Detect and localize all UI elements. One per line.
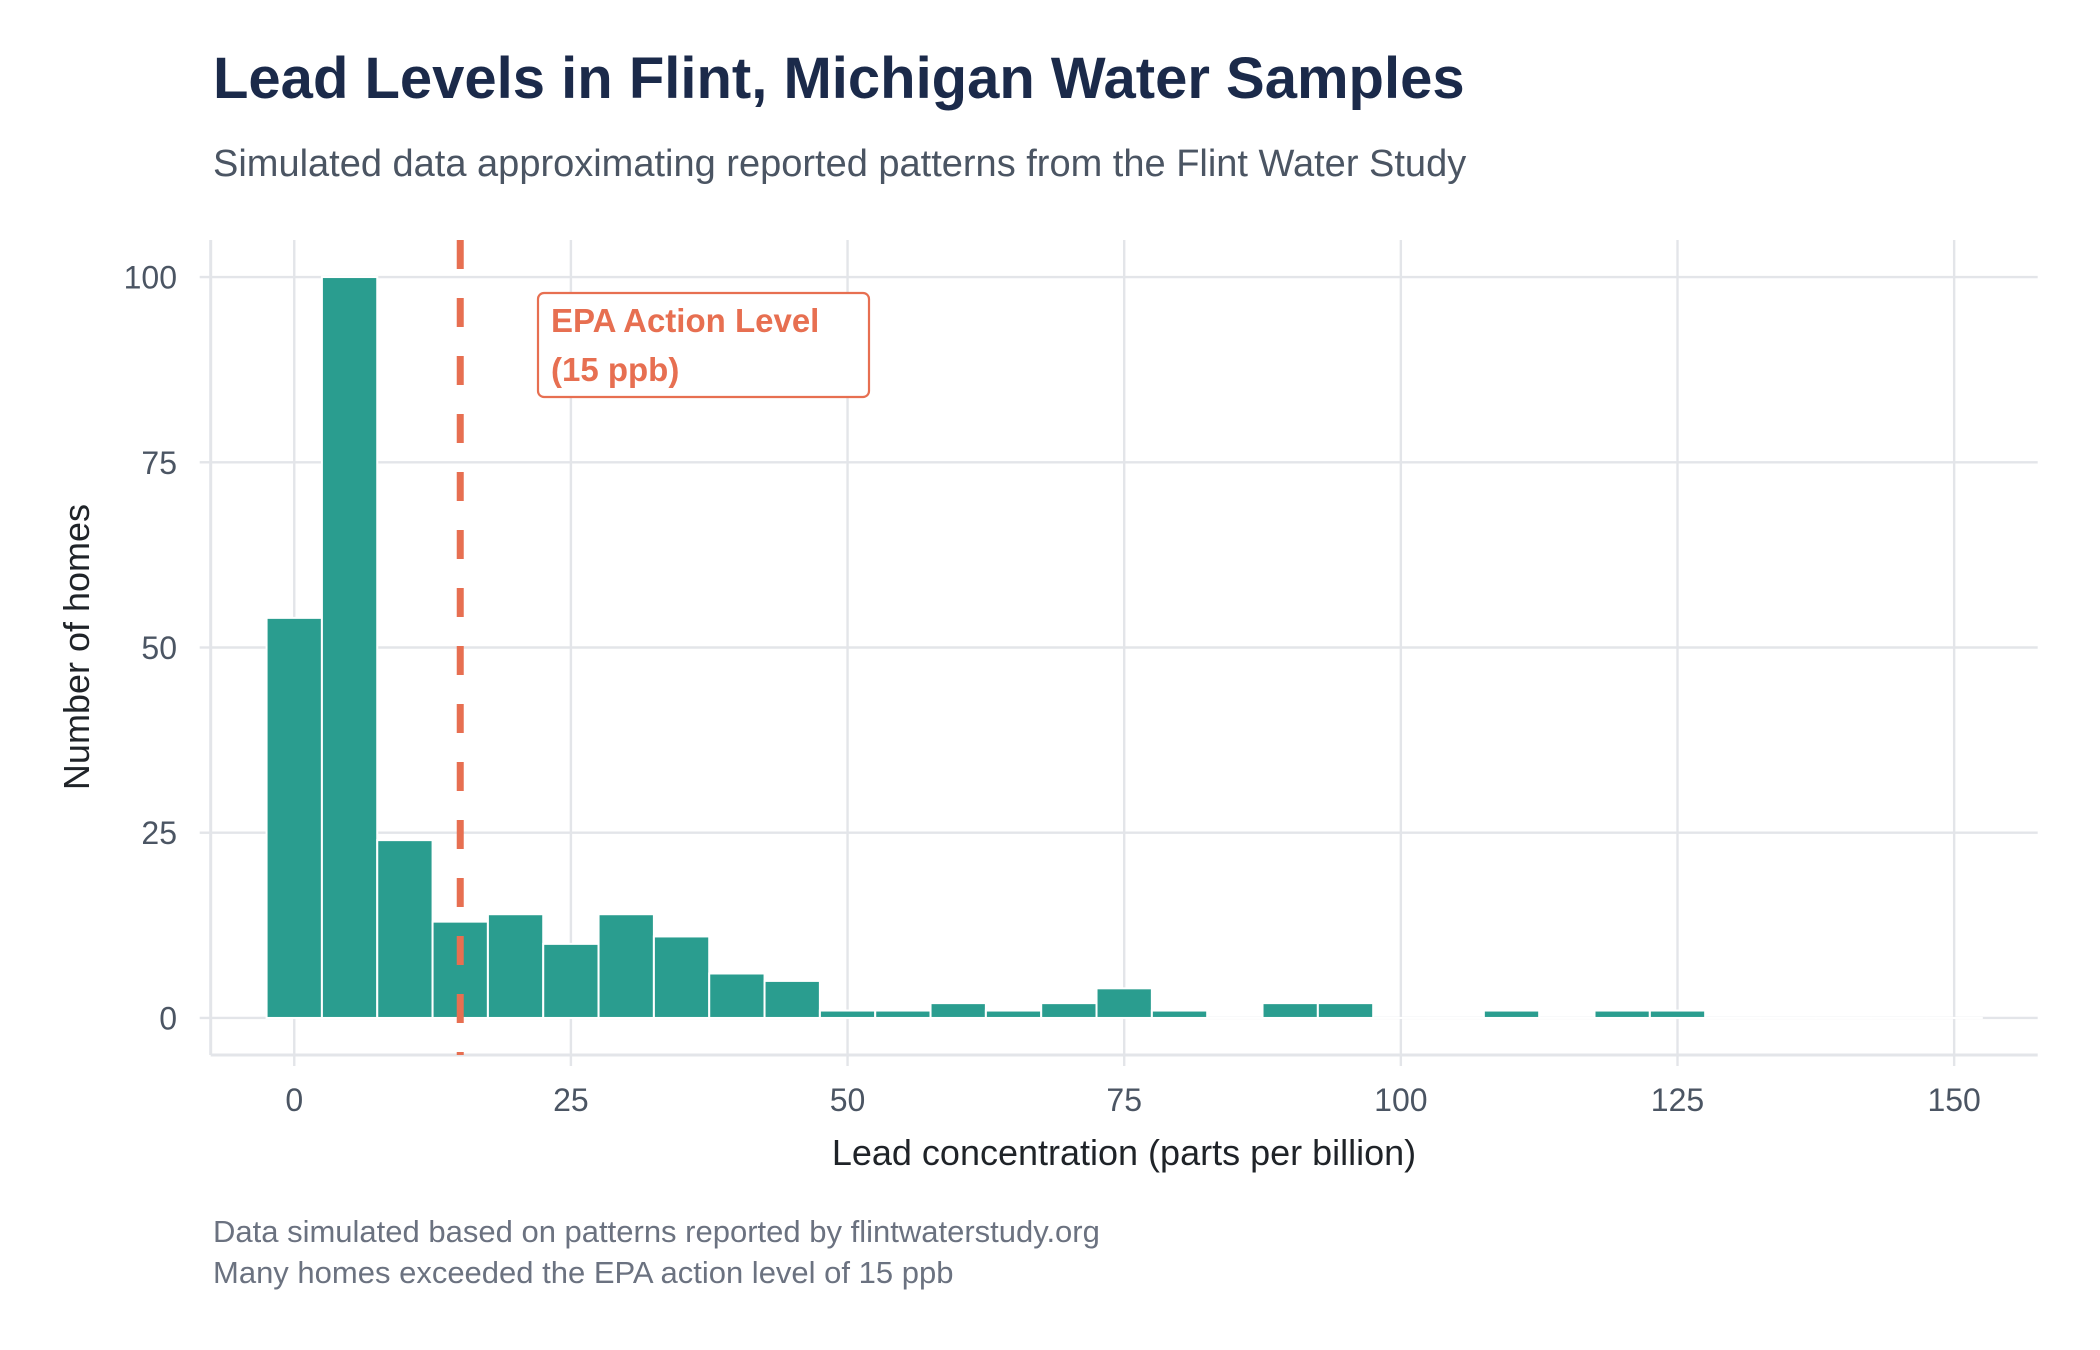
histogram-bar xyxy=(597,913,655,1019)
histogram-bar xyxy=(708,972,766,1019)
histogram-bar xyxy=(763,979,821,1019)
tick-labels: 0 25 50 75 100 125 150 0 25 50 75 100 xyxy=(124,260,1981,1118)
epa-annotation: EPA Action Level (15 ppb) xyxy=(536,291,871,399)
histogram-bar xyxy=(1593,1009,1651,1019)
y-tick-label: 50 xyxy=(141,630,177,666)
y-tick-label: 75 xyxy=(141,445,177,481)
annotation-line-2: (15 ppb) xyxy=(551,351,679,388)
histogram-bar xyxy=(1482,1009,1541,1019)
histogram-bar xyxy=(542,942,600,1019)
histogram-bar xyxy=(376,839,434,1019)
x-tick-label: 100 xyxy=(1374,1082,1427,1118)
histogram-bar xyxy=(1150,1009,1209,1019)
histogram-bar xyxy=(1261,1002,1319,1019)
histogram-bars xyxy=(265,276,1983,1019)
histogram-bar xyxy=(874,1009,932,1019)
y-axis-title: Number of homes xyxy=(56,504,97,790)
histogram-bar xyxy=(929,1002,987,1019)
x-tick-label: 75 xyxy=(1106,1082,1142,1118)
histogram-bar xyxy=(486,913,545,1019)
y-tick-label: 100 xyxy=(124,260,177,296)
caption-line-1: Data simulated based on patterns reporte… xyxy=(213,1214,1100,1249)
histogram-bar xyxy=(320,276,379,1019)
histogram-bar xyxy=(652,935,711,1019)
x-tick-label: 25 xyxy=(553,1082,589,1118)
x-tick-label: 0 xyxy=(285,1082,303,1118)
histogram-bar xyxy=(1040,1002,1098,1019)
axes xyxy=(199,240,2038,1066)
histogram-bar xyxy=(265,616,323,1019)
x-tick-label: 125 xyxy=(1651,1082,1704,1118)
histogram-bar xyxy=(818,1009,877,1019)
annotation-line-1: EPA Action Level xyxy=(551,302,819,339)
chart-subtitle: Simulated data approximating reported pa… xyxy=(213,143,1467,185)
caption-line-2: Many homes exceeded the EPA action level… xyxy=(213,1255,954,1290)
y-tick-label: 0 xyxy=(159,1000,177,1036)
histogram-bar xyxy=(1648,1009,1707,1019)
y-tick-label: 25 xyxy=(141,815,177,851)
chart-title: Lead Levels in Flint, Michigan Water Sam… xyxy=(213,46,1465,111)
histogram-bar xyxy=(1316,1002,1375,1019)
histogram-bar xyxy=(984,1009,1043,1019)
x-axis-title: Lead concentration (parts per billion) xyxy=(832,1132,1416,1173)
chart-caption: Data simulated based on patterns reporte… xyxy=(213,1211,1100,1293)
x-tick-label: 150 xyxy=(1927,1082,1980,1118)
x-tick-label: 50 xyxy=(830,1082,866,1118)
histogram-bar xyxy=(1095,987,1153,1019)
annotation-box xyxy=(536,291,871,399)
